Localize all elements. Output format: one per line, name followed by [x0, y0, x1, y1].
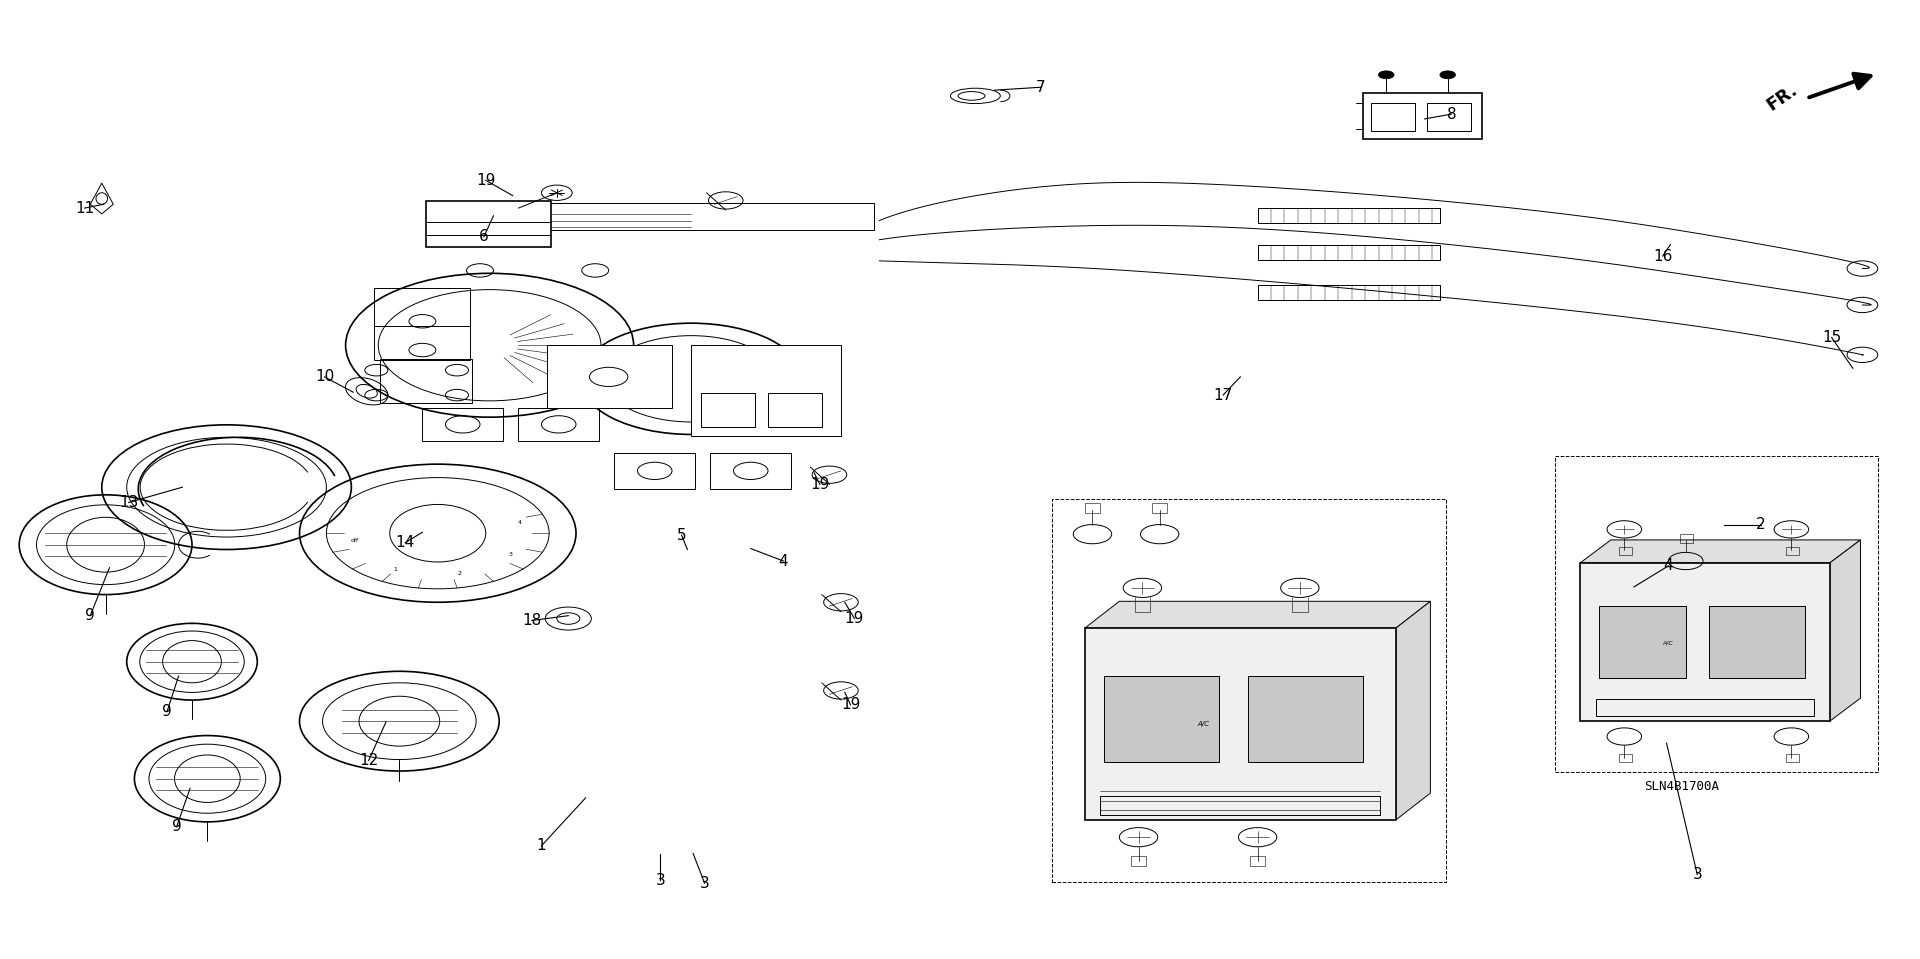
Bar [1258, 245, 1440, 260]
Bar [1085, 628, 1396, 820]
Text: 18: 18 [522, 613, 541, 628]
Bar [1786, 547, 1799, 555]
Bar [518, 408, 599, 441]
Text: 11: 11 [75, 200, 94, 216]
Text: 9: 9 [161, 704, 173, 719]
Bar [614, 453, 695, 489]
Text: 9: 9 [171, 819, 182, 834]
Bar [701, 393, 755, 427]
Bar [451, 203, 874, 230]
Bar [1131, 856, 1146, 866]
Bar [1427, 103, 1471, 131]
Text: 16: 16 [1653, 248, 1672, 264]
Text: 3: 3 [509, 551, 513, 557]
Text: 4: 4 [1663, 558, 1674, 573]
Text: 3: 3 [655, 873, 666, 888]
Text: 12: 12 [359, 753, 378, 768]
Bar [1580, 563, 1830, 721]
Circle shape [1440, 71, 1455, 79]
Text: 19: 19 [476, 173, 495, 188]
Text: 3: 3 [699, 876, 710, 891]
Bar [1786, 754, 1799, 762]
Text: 6: 6 [478, 229, 490, 245]
Text: SLN4B1700A: SLN4B1700A [1644, 780, 1720, 793]
Bar [1250, 856, 1265, 866]
Circle shape [1379, 71, 1394, 79]
Text: 5: 5 [676, 527, 687, 543]
Text: 4: 4 [516, 520, 522, 525]
Bar [691, 345, 841, 436]
Bar [547, 345, 672, 408]
Text: 19: 19 [845, 611, 864, 626]
Bar [422, 408, 503, 441]
Text: 10: 10 [315, 369, 334, 385]
Text: A/C: A/C [1196, 721, 1210, 727]
Bar [374, 288, 470, 360]
Bar [1363, 93, 1482, 139]
Bar [1371, 103, 1415, 131]
Text: 2: 2 [457, 572, 461, 576]
Text: 4: 4 [778, 553, 789, 569]
Text: FR.: FR. [1763, 81, 1801, 114]
Text: 15: 15 [1822, 330, 1841, 345]
Text: 2: 2 [1755, 517, 1766, 532]
Polygon shape [1830, 540, 1860, 721]
Text: off: off [351, 538, 359, 543]
Bar [1258, 285, 1440, 300]
Text: 3: 3 [1692, 867, 1703, 882]
Polygon shape [1580, 540, 1860, 563]
Bar [1248, 676, 1363, 762]
Text: 13: 13 [119, 495, 138, 510]
Bar [1709, 606, 1805, 678]
Bar [1085, 503, 1100, 513]
Bar [1555, 456, 1878, 772]
Bar [1596, 699, 1814, 716]
Text: 14: 14 [396, 535, 415, 550]
Bar [1680, 534, 1693, 543]
Bar [1104, 676, 1219, 762]
Text: 7: 7 [1035, 80, 1046, 95]
Bar [1619, 547, 1632, 555]
Bar [1258, 208, 1440, 223]
Bar [768, 393, 822, 427]
Text: A/C: A/C [1663, 640, 1672, 645]
Bar [426, 201, 551, 247]
Text: 17: 17 [1213, 387, 1233, 403]
Bar [1052, 499, 1446, 882]
Text: 8: 8 [1446, 106, 1457, 122]
Text: 1: 1 [394, 567, 397, 573]
Text: 19: 19 [841, 697, 860, 713]
Bar [710, 453, 791, 489]
Bar [1619, 754, 1632, 762]
Bar [1100, 796, 1380, 815]
Polygon shape [1396, 601, 1430, 820]
Text: 9: 9 [84, 608, 96, 623]
Text: 1: 1 [536, 838, 547, 854]
Polygon shape [1085, 601, 1430, 628]
Bar [1599, 606, 1686, 678]
Text: 19: 19 [810, 477, 829, 492]
Bar [380, 359, 472, 403]
Bar [1152, 503, 1167, 513]
